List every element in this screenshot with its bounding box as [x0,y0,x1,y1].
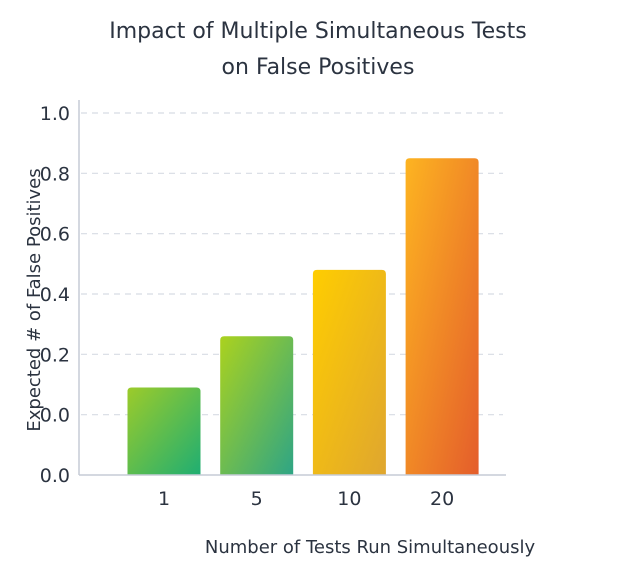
bar-10 [312,269,386,475]
y-tick-label: 0.0 [40,405,70,427]
x-tick-label: 1 [158,488,170,510]
y-tick-label: 0.8 [40,163,70,185]
x-tick-label: 10 [337,488,361,510]
y-axis-label: Expected # of False Positives [24,168,45,431]
y-tick-label: 0.4 [40,284,70,306]
x-tick-label: 5 [251,488,263,510]
bar-5 [220,336,294,475]
chart-title: Impact of Multiple Simultaneous Tests on… [0,14,619,86]
chart-title-line-2: on False Positives [221,55,415,80]
y-tick-label: 0.6 [40,224,70,246]
bar-1 [127,387,201,475]
x-axis-label: Number of Tests Run Simultaneously [205,537,536,558]
y-tick-label: 1.0 [40,103,70,125]
y-tick-label: 0.2 [40,344,70,366]
y-tick-label: 0.0 [40,465,70,487]
x-tick-label: 20 [430,488,454,510]
bar-20 [405,158,479,475]
chart-title-line-1: Impact of Multiple Simultaneous Tests [109,19,527,44]
